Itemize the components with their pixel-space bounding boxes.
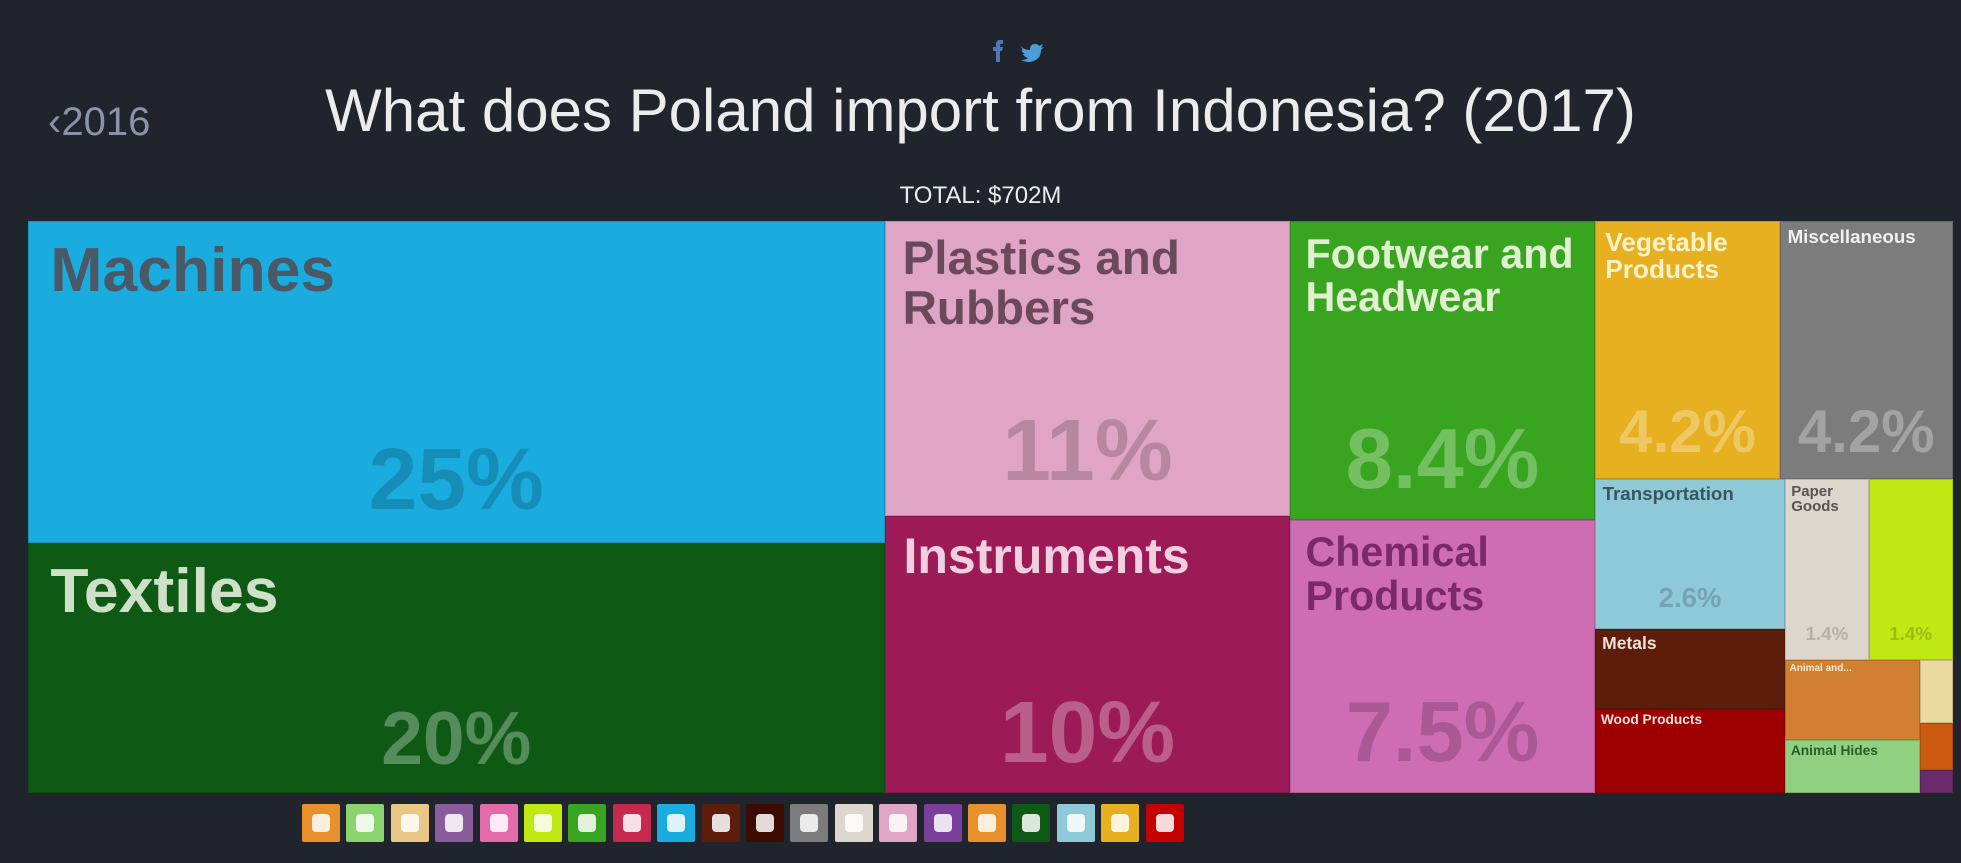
cell-value: 4.2% [1797, 398, 1935, 466]
icon-glyph [489, 814, 508, 832]
icon-glyph [445, 814, 464, 832]
icon-glyph [356, 814, 375, 832]
category-icon[interactable] [1145, 804, 1184, 842]
title: What does Poland import from Indonesia? … [325, 77, 1636, 144]
treemap-cell: Instruments 10% [885, 516, 1290, 793]
back-link[interactable]: ‹2016 [48, 100, 150, 145]
cell-label: Machines [50, 234, 336, 305]
category-icon[interactable] [968, 804, 1006, 842]
cell-label: Paper Goods [1791, 482, 1839, 516]
icon-glyph [667, 814, 686, 832]
treemap-cell: Wood Products [1595, 708, 1785, 793]
icon-glyph [400, 814, 419, 832]
icon-glyph [889, 814, 908, 832]
cell-label: Footwear and Headwear [1305, 230, 1574, 320]
cell-label: Wood Products [1600, 712, 1703, 728]
icon-glyph [978, 814, 996, 832]
category-icon[interactable] [834, 804, 873, 842]
chevron: ‹ [48, 100, 62, 144]
treemap-cell: Vegetable Products 4.2% [1595, 221, 1780, 479]
cell-label: Animal Hides [1790, 743, 1878, 759]
facebook-icon[interactable] [993, 40, 1003, 62]
treemap-cell: Animal and... [1785, 660, 1920, 740]
treemap-cell: Chemical Products 7.5% [1290, 520, 1595, 793]
cell-value: 1.4% [1889, 623, 1932, 645]
category-icon[interactable] [568, 804, 607, 842]
icon-glyph [1111, 814, 1130, 832]
category-icon[interactable] [657, 804, 696, 842]
category-icon[interactable] [1012, 804, 1051, 842]
social-icons [993, 40, 1044, 62]
category-icon[interactable] [346, 804, 385, 842]
cell-value: 7.5% [1345, 684, 1540, 780]
icon-glyph [312, 814, 330, 832]
treemap-cell: Miscellaneous 4.2% [1780, 221, 1953, 479]
icon-glyph [1066, 814, 1085, 832]
icon-glyph [844, 814, 863, 832]
category-icon[interactable] [479, 804, 518, 842]
treemap-cell [1920, 770, 1953, 793]
category-icon[interactable] [746, 804, 784, 842]
category-icon[interactable] [302, 804, 340, 842]
category-icon[interactable] [1101, 804, 1140, 842]
treemap-cell: Paper Goods 1.4% [1785, 478, 1869, 660]
cell-value: 25% [368, 430, 544, 528]
icon-glyph [622, 814, 641, 832]
cell-value: 2.6% [1658, 581, 1722, 613]
icon-glyph [1155, 814, 1174, 832]
category-icon[interactable] [390, 804, 429, 842]
category-icon[interactable] [1056, 804, 1095, 842]
icon-glyph [756, 814, 774, 832]
category-icon[interactable] [524, 804, 562, 842]
icon-glyph [534, 814, 552, 832]
treemap-cell: Transportation 2.6% [1595, 478, 1785, 629]
cell-label: Transportation [1602, 483, 1734, 505]
category-icon[interactable] [879, 804, 918, 842]
cell-value: 1.4% [1805, 623, 1849, 645]
back-year: 2016 [61, 100, 151, 144]
cell-label: Metals [1602, 633, 1657, 654]
cell-value: 20% [381, 696, 532, 780]
category-icon[interactable] [435, 804, 474, 842]
treemap-cell: Metals [1595, 628, 1785, 709]
treemap-cell: Footwear and Headwear 8.4% [1290, 221, 1595, 520]
total: TOTAL: $702M [899, 182, 1062, 209]
cell-label: Chemical Products [1305, 529, 1489, 619]
cell-value: 10% [999, 682, 1176, 781]
category-icon[interactable] [701, 804, 740, 842]
treemap-cell: 1.4% [1868, 478, 1953, 660]
treemap-cell: Plastics and Rubbers 11% [885, 221, 1290, 517]
treemap-cell: Animal Hides [1785, 740, 1920, 793]
treemap-cell: Textiles 20% [27, 542, 885, 793]
cell-value: 4.2% [1619, 398, 1756, 466]
cell-label: Instruments [903, 527, 1190, 584]
cell-label: Miscellaneous [1787, 225, 1916, 247]
treemap-cell [1920, 660, 1953, 723]
cell-label: Animal and... [1789, 662, 1852, 674]
treemap-cell: Machines 25% [27, 221, 885, 543]
icon-glyph [578, 814, 597, 832]
category-icon[interactable] [612, 804, 651, 842]
cell-label: Plastics and Rubbers [902, 232, 1180, 335]
category-icon[interactable] [923, 804, 962, 842]
cell-value: 11% [1002, 401, 1173, 500]
icon-glyph [1022, 814, 1041, 832]
icon-glyph [933, 814, 952, 832]
cell-label: Vegetable Products [1605, 226, 1728, 285]
icon-glyph [711, 814, 730, 832]
treemap-cell [1920, 722, 1953, 770]
twitter-icon[interactable] [1021, 44, 1044, 62]
category-icon[interactable] [790, 804, 829, 842]
icon-glyph [800, 814, 819, 832]
cell-value: 8.4% [1345, 412, 1540, 508]
cell-label: Textiles [50, 556, 279, 627]
